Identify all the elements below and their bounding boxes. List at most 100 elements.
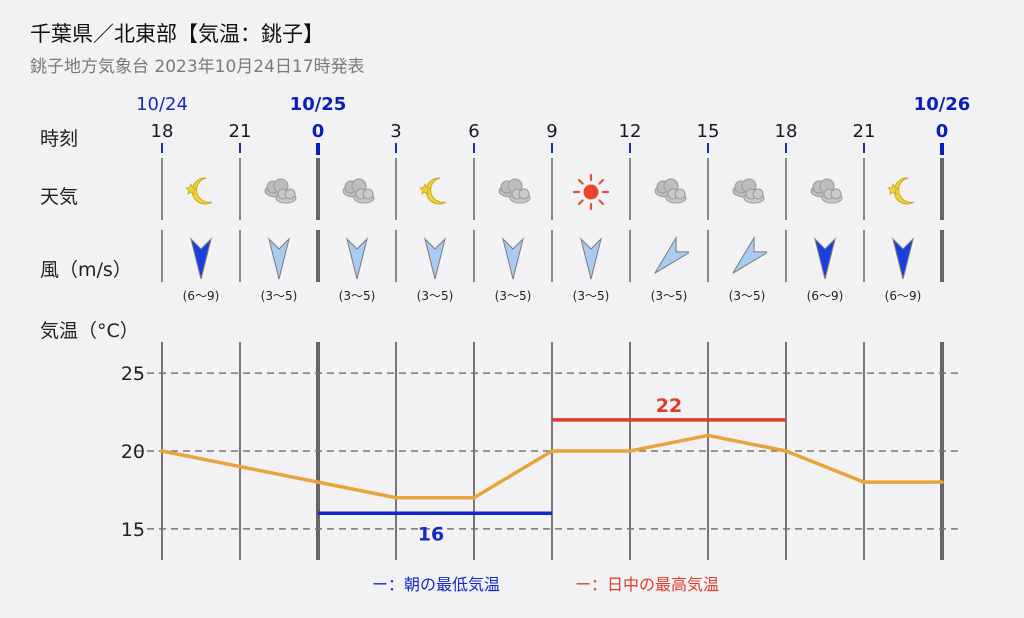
cloud-icon: [259, 172, 299, 212]
y-tick-label: 20: [121, 441, 145, 463]
hour-tick: [473, 143, 475, 153]
temperature-point: [784, 449, 788, 453]
temperature-point: [550, 449, 554, 453]
temp-row-label: 気温（°C）: [40, 320, 139, 342]
hour-tick: [940, 143, 944, 155]
column-separator: [785, 230, 787, 282]
time-row-label: 時刻: [40, 128, 79, 150]
wind-speed-label: (3〜5): [572, 289, 610, 303]
column-separator: [316, 230, 320, 282]
cloud-icon: [727, 172, 767, 212]
hour-label: 6: [468, 121, 480, 142]
hour-label: 15: [696, 121, 720, 142]
wind-arrow-icon: [337, 235, 377, 283]
wind-speed-label: (3〜5): [260, 289, 298, 303]
hour-tick: [239, 143, 241, 153]
hour-label: 12: [618, 121, 642, 142]
wind-arrow-icon: [571, 235, 611, 283]
column-separator: [161, 230, 163, 282]
column-separator: [395, 230, 397, 282]
date-label: 10/24: [136, 94, 188, 115]
temperature-point: [628, 449, 632, 453]
column-separator: [316, 158, 320, 220]
column-separator: [161, 158, 163, 220]
date-label: 10/25: [289, 94, 347, 115]
temperature-point: [394, 495, 398, 500]
temperature-point: [472, 495, 476, 500]
wind-speed-label: (3〜5): [650, 289, 688, 303]
column-separator: [239, 230, 241, 282]
hour-tick: [316, 143, 320, 155]
hour-label: 3: [390, 121, 402, 142]
column-separator: [863, 230, 865, 282]
cloud-icon: [337, 172, 377, 212]
sun-icon: [571, 172, 611, 212]
wind-speed-label: (3〜5): [416, 289, 454, 303]
hour-tick: [551, 143, 553, 153]
date-label: 10/26: [913, 94, 971, 115]
column-separator: [473, 230, 475, 282]
hour-label: 9: [546, 121, 558, 142]
column-separator: [395, 158, 397, 220]
cloud-icon: [493, 172, 533, 212]
wind-arrow-icon: [181, 235, 221, 283]
temperature-point: [160, 449, 164, 453]
column-separator: [785, 158, 787, 220]
moon-icon: [181, 172, 221, 212]
temperature-point: [706, 433, 710, 438]
y-tick-label: 25: [121, 363, 145, 385]
hour-label: 0: [311, 121, 325, 142]
column-separator: [473, 158, 475, 220]
cloud-icon: [649, 172, 689, 212]
temperature-point: [940, 480, 944, 484]
legend-max-label: ー：日中の最高気温: [575, 575, 720, 594]
column-separator: [707, 158, 709, 220]
hour-label: 0: [935, 121, 949, 142]
column-separator: [551, 158, 553, 220]
column-separator: [551, 230, 553, 282]
legend-max: ー：日中の最高気温: [575, 571, 719, 595]
wind-speed-label: (3〜5): [494, 289, 532, 303]
hour-label: 18: [774, 121, 798, 142]
page-title: 千葉県／北東部【気温：銚子】: [30, 22, 324, 46]
column-separator: [239, 158, 241, 220]
hour-tick: [161, 143, 163, 153]
hour-tick: [629, 143, 631, 153]
wind-speed-label: (6〜9): [884, 289, 922, 303]
min-temp-label: 16: [418, 523, 444, 545]
column-separator: [863, 158, 865, 220]
wind-arrow-icon: [415, 235, 455, 283]
weather-row-label: 天気: [40, 186, 79, 208]
wind-arrow-icon: [883, 235, 923, 283]
moon-icon: [883, 172, 923, 212]
wind-arrow-icon: [805, 235, 845, 283]
legend-min-label: ー：朝の最低気温: [372, 575, 501, 594]
wind-speed-label: (6〜9): [182, 289, 220, 303]
max-temp-label: 22: [656, 395, 682, 417]
issuer-subtitle: 銚子地方気象台 2023年10月24日17時発表: [30, 57, 365, 77]
wind-arrow-icon: [493, 235, 533, 283]
hour-tick: [707, 143, 709, 153]
column-separator: [629, 230, 631, 282]
temperature-point: [862, 480, 866, 484]
hour-label: 21: [852, 121, 876, 142]
cloud-icon: [805, 172, 845, 212]
hour-label: 18: [150, 121, 174, 142]
legend-min: ー：朝の最低気温: [372, 571, 500, 595]
column-separator: [707, 230, 709, 282]
moon-icon: [415, 172, 455, 212]
column-separator: [940, 230, 944, 282]
wind-speed-label: (3〜5): [338, 289, 376, 303]
temperature-point: [316, 480, 320, 484]
hour-tick: [785, 143, 787, 153]
hour-tick: [395, 143, 397, 153]
wind-speed-label: (6〜9): [806, 289, 844, 303]
hour-tick: [863, 143, 865, 153]
hour-label: 21: [228, 121, 252, 142]
column-separator: [629, 158, 631, 220]
wind-arrow-icon: [259, 235, 299, 283]
wind-row-label: 風（m/s）: [40, 259, 132, 281]
wind-speed-label: (3〜5): [728, 289, 766, 303]
y-tick-label: 15: [121, 519, 145, 541]
